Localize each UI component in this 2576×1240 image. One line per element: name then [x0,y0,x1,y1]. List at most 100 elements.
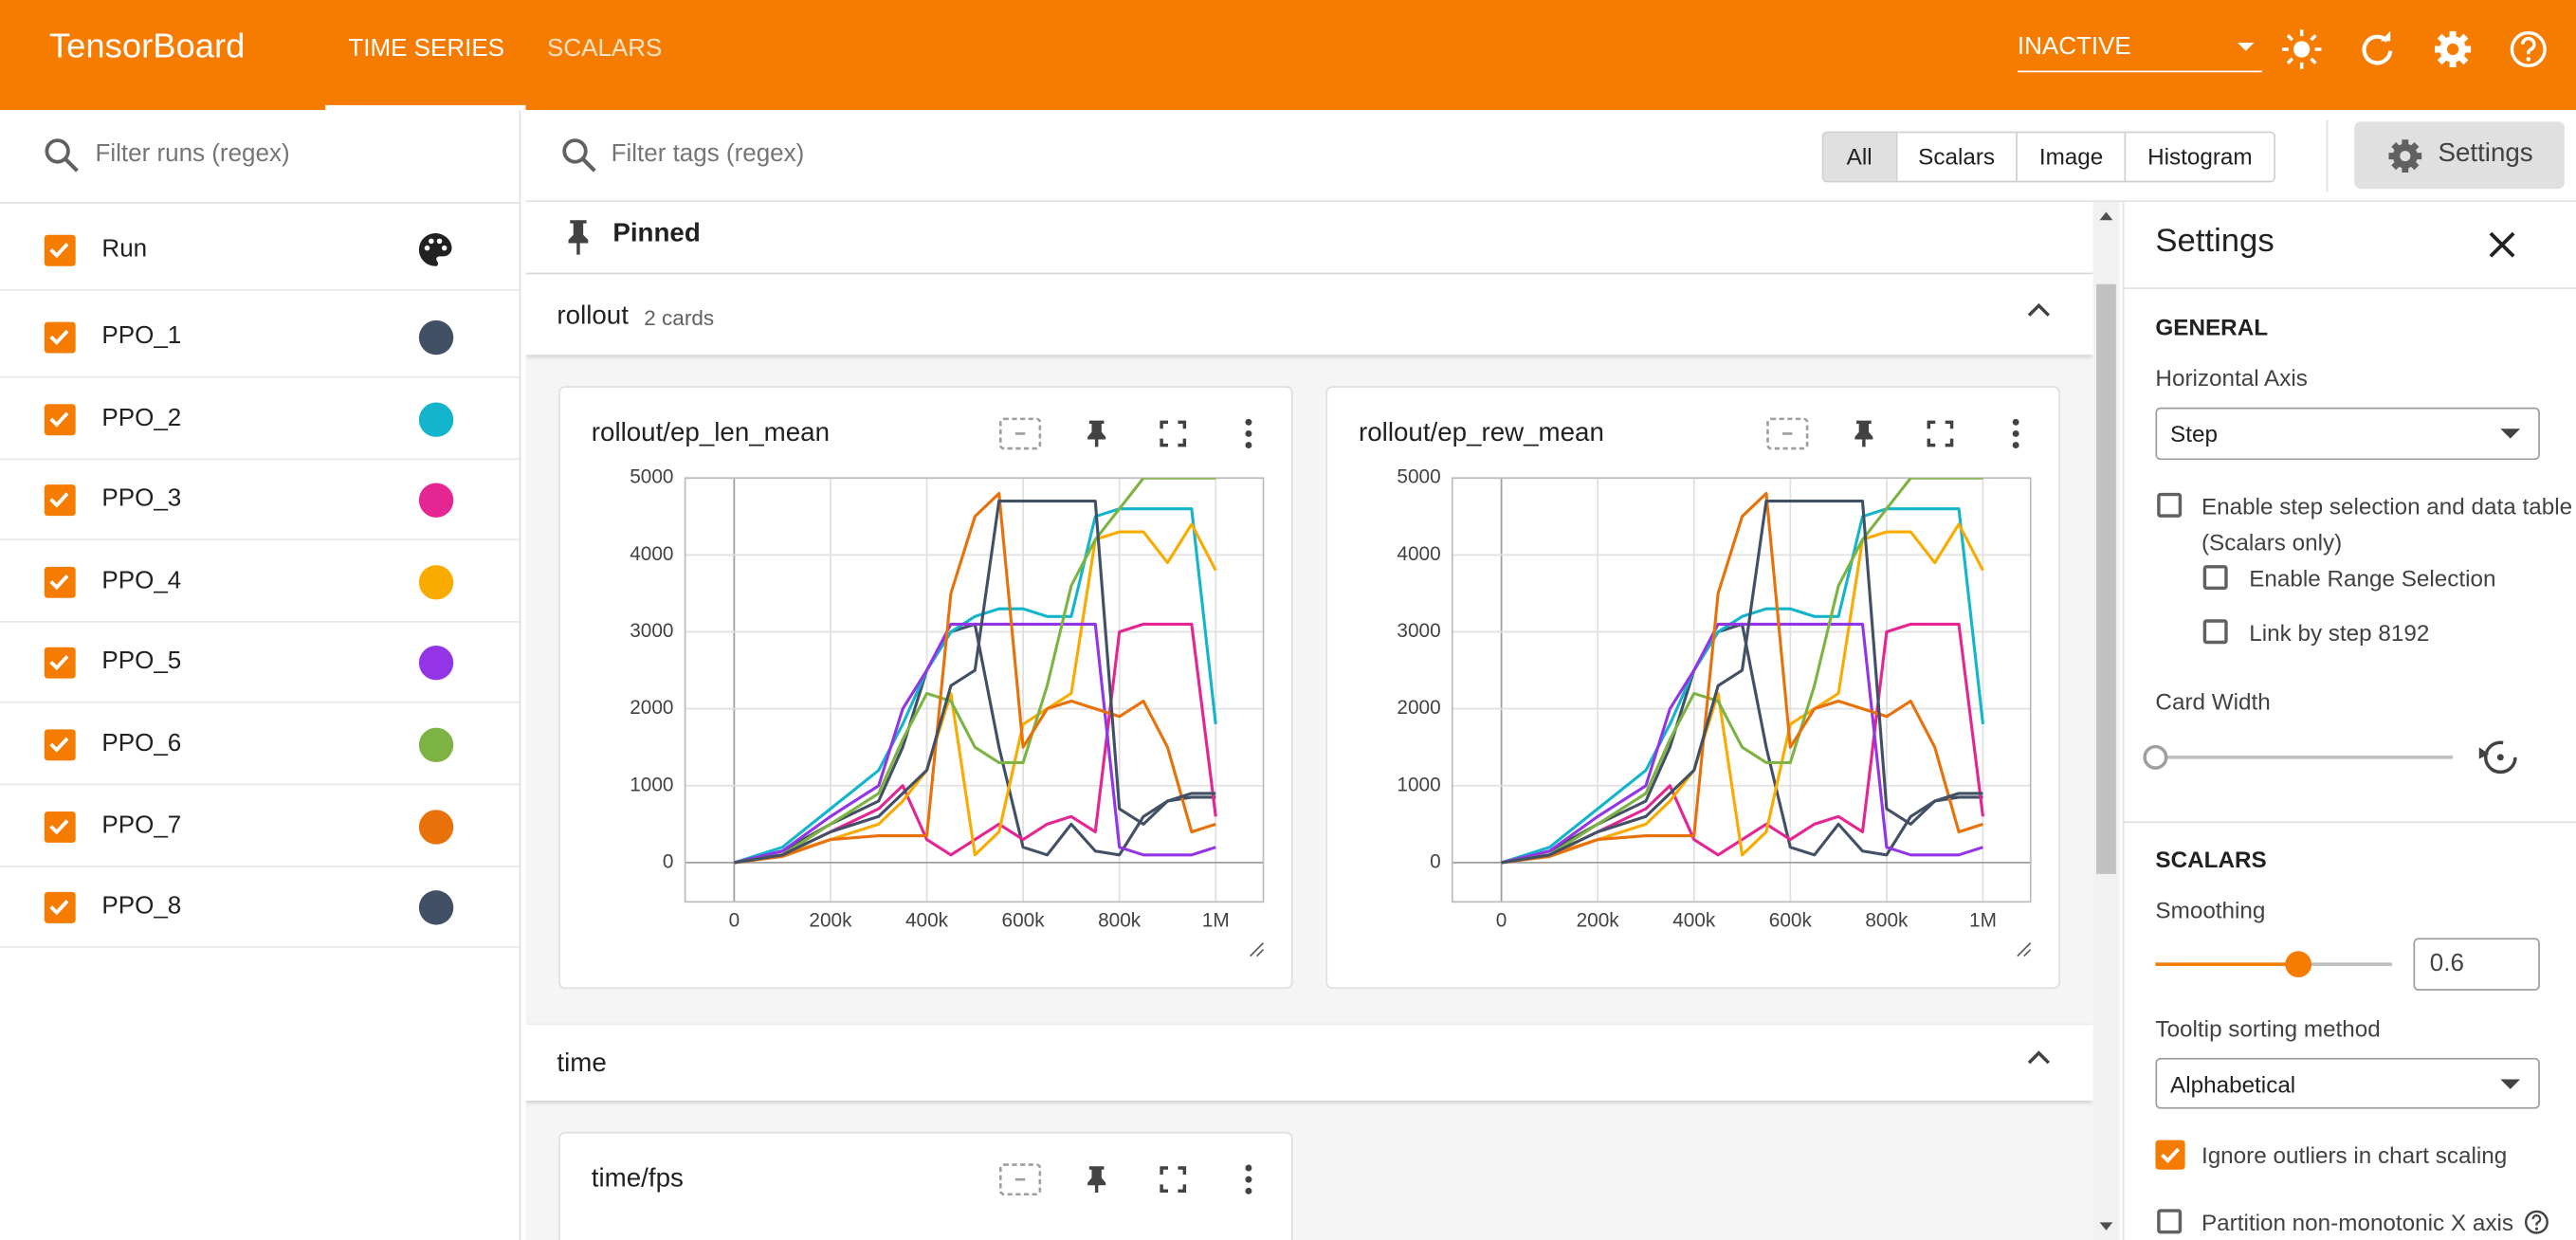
check-mark [49,900,69,916]
theme-icon[interactable] [2280,27,2323,70]
series-line [1501,478,1983,865]
type-filter-group: All Scalars Image Histogram [1821,131,2275,183]
resize-handle[interactable] [2017,942,2032,957]
type-filter-button[interactable]: Scalars [1894,133,2017,181]
tab-scalars[interactable]: SCALARS [547,34,663,63]
group-count: 2 cards [644,305,715,331]
run-row: PPO_5 [0,623,520,704]
checkbox-label: Ignore outliers in chart scaling [2201,1141,2508,1169]
tooltip-sort-select[interactable]: Alphabetical [2155,1057,2540,1109]
type-filter-button[interactable]: Image [2016,133,2125,181]
checkbox[interactable] [2157,492,2183,518]
checkbox-checked[interactable] [44,729,76,761]
checkbox-checked[interactable] [44,403,76,435]
tab-time-series[interactable]: TIME SERIES [348,34,505,63]
pin-button[interactable] [1854,420,1873,447]
run-color[interactable] [418,319,454,356]
chart-card: rollout/ep_len_mean 0 200k 400k 600k 800k 1M 0 1… [558,386,1293,990]
runs-filter-input[interactable]: Filter runs (regex) [95,139,290,168]
more-button[interactable] [2012,418,2019,449]
type-filter-button[interactable]: All [1823,133,1895,181]
scrollbar[interactable] [2092,202,2120,1240]
runs-sidebar: Filter runs (regex) Run PPO_1 PPO_2 PPO_3 PP… [0,110,521,1240]
field-label: Horizontal Axis [2155,364,2308,392]
runs-header: Run [101,234,148,264]
fullscreen-button[interactable] [1160,1166,1187,1194]
settings-panel: Settings GENERAL Horizontal Axis Step En… [2122,202,2576,1240]
series-line [1501,622,1983,865]
checkbox[interactable] [2157,1209,2183,1234]
scrollbar-thumb[interactable] [2096,283,2116,874]
help-icon[interactable] [2509,29,2549,69]
pin-button[interactable] [1087,1166,1106,1194]
run-row: PPO_4 [0,541,520,623]
run-color[interactable] [418,401,454,437]
collapse-icon[interactable] [2026,1049,2053,1068]
pin-button[interactable] [1087,420,1106,447]
resize-handle[interactable] [1250,942,1265,957]
help-icon[interactable] [2524,1209,2550,1235]
smoothing-input[interactable]: 0.6 [2413,938,2540,991]
fit-domain-button[interactable] [998,1163,1042,1196]
card-width-slider[interactable] [2141,738,2551,780]
run-row: PPO_2 [0,379,520,460]
x-tick-label: 200k [809,910,852,932]
settings-button-label: Settings [2438,139,2533,168]
smoothing-slider[interactable] [2141,944,2403,984]
fullscreen-button[interactable] [1927,420,1954,447]
section-title: SCALARS [2155,846,2267,873]
group-header[interactable]: time [525,1025,2093,1101]
checkbox-checked[interactable] [44,647,76,680]
run-color[interactable] [418,646,454,682]
series-line [734,478,1216,865]
checkbox[interactable] [2202,619,2228,645]
more-button[interactable] [1245,418,1252,449]
checkbox-checked[interactable] [44,892,76,924]
horizontal-axis-select[interactable]: Step [2155,407,2540,461]
group-header[interactable]: rollout 2 cards [525,274,2093,356]
search-icon [45,138,79,173]
run-name: PPO_8 [101,892,182,921]
checkbox-checked[interactable] [44,811,76,843]
collapse-icon[interactable] [2026,301,2053,320]
check-mark [49,737,69,753]
fit-domain-button[interactable] [1766,417,1809,450]
palette-icon[interactable] [415,230,455,270]
run-color[interactable] [418,727,454,763]
divider [2124,287,2576,289]
checkbox-checked[interactable] [44,484,76,517]
fullscreen-button[interactable] [1160,420,1187,447]
more-button[interactable] [1245,1164,1252,1194]
tags-filter-input[interactable]: Filter tags (regex) [611,139,805,168]
settings-button[interactable]: Settings [2354,121,2565,190]
scroll-down[interactable] [2099,1222,2113,1231]
x-tick-label: 600k [1769,910,1813,932]
checkbox-checked[interactable] [44,566,76,598]
check-mark [49,410,69,427]
settings-icon[interactable] [2432,27,2475,70]
scroll-up[interactable] [2099,211,2113,222]
close-icon[interactable] [2486,228,2519,262]
checkbox[interactable] [2202,565,2228,591]
run-color[interactable] [418,890,454,925]
fit-domain-button[interactable] [998,417,1042,450]
checkbox-checked[interactable] [2155,1140,2185,1170]
group-name: rollout [557,301,629,331]
checkbox-label: Enable step selection and data table [2201,492,2573,520]
checkbox-checked[interactable] [44,321,76,354]
checkbox-checked[interactable] [44,234,76,266]
series-line [734,491,1216,865]
type-filter-button[interactable]: Histogram [2124,133,2275,181]
checkbox-label: Link by step 8192 [2249,619,2430,646]
run-color[interactable] [418,564,454,600]
check-mark [49,574,69,590]
run-color[interactable] [418,809,454,844]
refresh-icon[interactable] [2358,29,2398,69]
y-tick-label: 2000 [1397,697,1440,719]
run-row: PPO_7 [0,786,520,867]
toolbar: Filter tags (regex) All Scalars Image Histo… [525,110,2576,203]
reload-status[interactable]: INACTIVE [2017,32,2131,62]
y-tick-label: 3000 [1397,620,1440,642]
run-color[interactable] [418,483,454,519]
